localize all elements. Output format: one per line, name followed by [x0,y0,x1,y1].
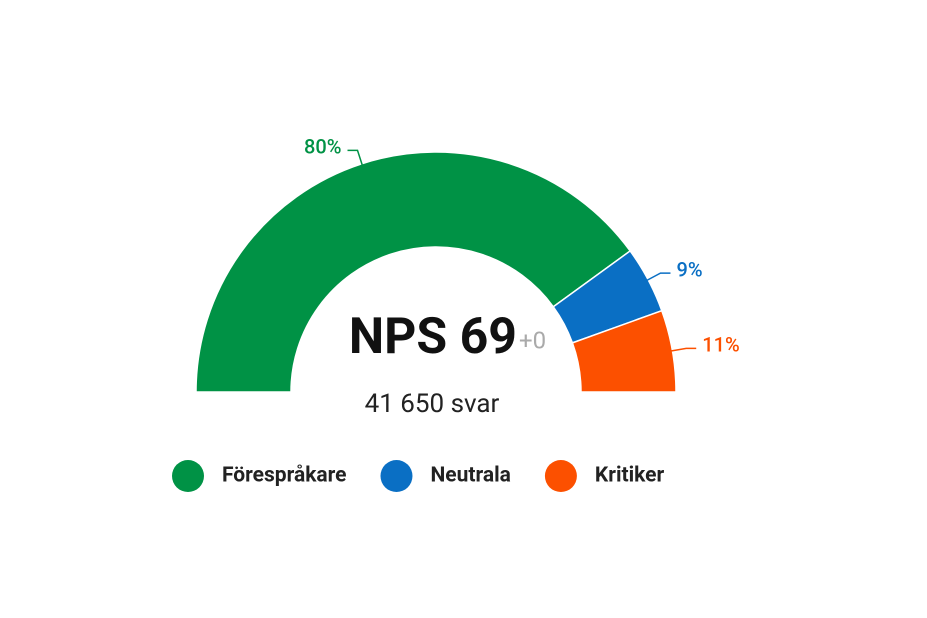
leader-line [347,149,364,167]
legend-label: Kritiker [595,464,665,488]
slice [195,151,632,393]
leader-line [645,272,671,282]
value-label: 80% [304,135,341,159]
value-label: 9% [676,257,702,281]
legend-label: Neutrala [430,464,510,488]
slice [571,309,677,393]
legend-marker [380,460,413,492]
legend-marker [172,460,204,492]
response-count: 41 650 svar [365,389,500,419]
value-label: 11% [702,333,739,357]
nps-change: +0 [519,326,546,354]
legend-label: Förespråkare [222,464,346,488]
nps-score: NPS 69 [349,308,517,366]
legend-marker [544,460,577,492]
leader-line [669,347,697,352]
